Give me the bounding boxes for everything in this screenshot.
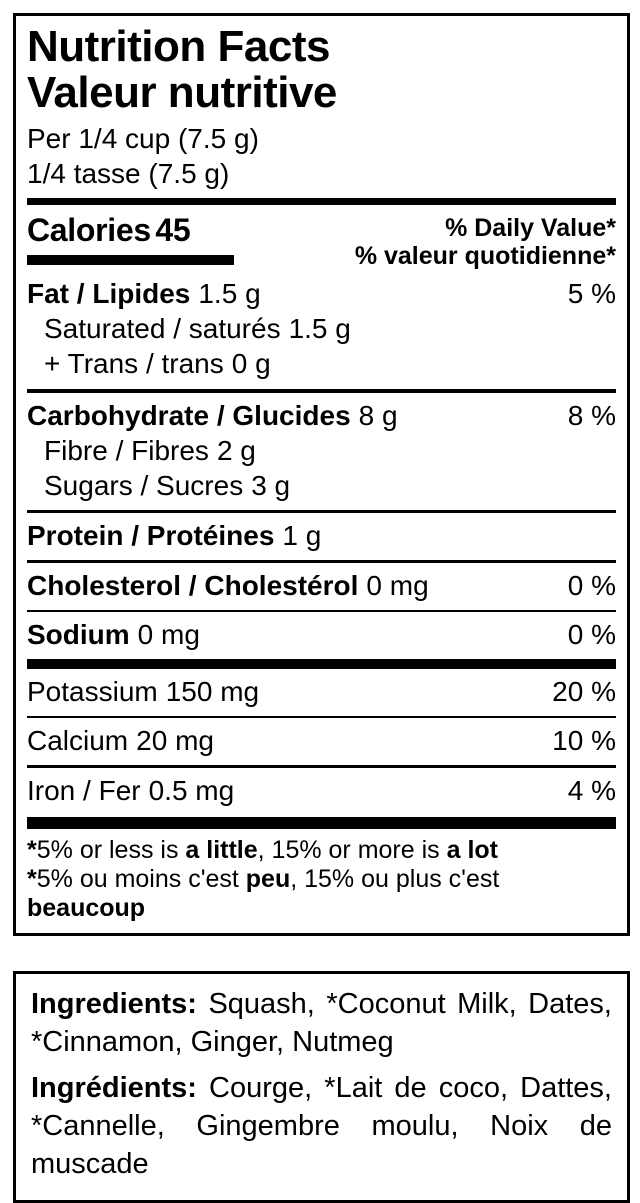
nutrient-amount: 20 mg bbox=[136, 725, 214, 756]
nutrient-name: Fat / Lipides bbox=[27, 278, 191, 309]
calories-value: 45 bbox=[155, 212, 191, 248]
nutrient-amount: 2 g bbox=[216, 435, 256, 466]
row-sugars: Sugars / Sucres 3 g bbox=[27, 468, 616, 503]
nutrient-amount: 150 mg bbox=[165, 676, 260, 707]
panel-title-en: Nutrition Facts bbox=[27, 22, 330, 71]
nutrient-name: Potassium bbox=[27, 676, 158, 707]
row-iron: Iron / Fer 0.5 mg 4 % bbox=[27, 765, 616, 808]
nutrient-amount: 1.5 g bbox=[288, 313, 351, 344]
ingredients-en: Ingredients: Squash, *Coconut Milk, Date… bbox=[31, 985, 612, 1061]
nutrient-name: Sodium bbox=[27, 619, 130, 650]
nutrient-amount: 8 g bbox=[358, 400, 398, 431]
footnote-asterisk: * bbox=[27, 865, 37, 893]
ingredients-fr: Ingrédients: Courge, *Lait de coco, Datt… bbox=[31, 1069, 612, 1183]
footnote-en: *5% or less is a little, 15% or more is … bbox=[27, 836, 499, 864]
nutrient-dv: 4 % bbox=[567, 775, 616, 806]
nutrient-amount: 0 mg bbox=[137, 619, 200, 650]
nutrient-dv: 10 % bbox=[552, 725, 616, 756]
nutrient-amount: 0 g bbox=[231, 348, 271, 379]
panel-title-fr: Valeur nutritive bbox=[27, 68, 337, 117]
nutrient-name: Cholesterol / Cholestérol bbox=[27, 570, 359, 601]
nutrient-amount: 1.5 g bbox=[198, 278, 261, 309]
nutrient-name: Fibre / Fibres bbox=[44, 435, 209, 466]
row-carbohydrate: Carbohydrate / Glucides 8 g 8 % bbox=[27, 389, 616, 433]
row-cholesterol: Cholesterol / Cholestérol 0 mg 0 % bbox=[27, 560, 616, 603]
nutrient-name: Calcium bbox=[27, 725, 129, 756]
nutrient-amount: 3 g bbox=[251, 470, 291, 501]
daily-value-header-fr: % valeur quotidienne* bbox=[354, 242, 616, 270]
row-potassium: Potassium 150 mg 20 % bbox=[27, 659, 616, 709]
footnote-fr: *5% ou moins c'est peu, 15% ou plus c'es… bbox=[27, 865, 500, 922]
nutrient-amount: 0 mg bbox=[366, 570, 429, 601]
nutrition-facts-panel: Nutrition Facts Valeur nutritive Per 1/4… bbox=[13, 13, 630, 936]
nutrient-dv: 8 % bbox=[567, 400, 616, 431]
nutrient-dv: 0 % bbox=[567, 570, 616, 601]
calories-block: Calories 45 bbox=[27, 212, 234, 265]
nutrient-amount: 1 g bbox=[282, 520, 322, 551]
calories-underline-bar bbox=[27, 255, 234, 265]
row-trans: + Trans / trans 0 g bbox=[27, 346, 616, 381]
daily-value-header: % Daily Value* % valeur quotidienne* bbox=[355, 212, 616, 270]
ingredients-label-fr: Ingrédients: bbox=[31, 1072, 197, 1104]
nutrient-name: Iron / Fer bbox=[27, 775, 141, 806]
footnote-asterisk: * bbox=[27, 836, 37, 864]
row-fibre: Fibre / Fibres 2 g bbox=[27, 433, 616, 468]
row-sodium: Sodium 0 mg 0 % bbox=[27, 610, 616, 652]
ingredients-text-en: Squash, *Coconut Milk, Dates, *Cinnamon,… bbox=[31, 988, 612, 1058]
nutrient-dv: 20 % bbox=[552, 676, 616, 707]
row-calcium: Calcium 20 mg 10 % bbox=[27, 716, 616, 758]
nutrient-name: + Trans / trans bbox=[44, 348, 224, 379]
nutrient-dv: 0 % bbox=[567, 619, 616, 650]
header-separator-bar bbox=[27, 198, 616, 205]
ingredients-label-en: Ingredients: bbox=[31, 988, 197, 1020]
footnote-separator-bar bbox=[27, 817, 616, 829]
nutrient-name: Sugars / Sucres bbox=[44, 470, 244, 501]
row-saturated: Saturated / saturés 1.5 g bbox=[27, 311, 616, 346]
row-fat: Fat / Lipides 1.5 g 5 % bbox=[27, 276, 616, 311]
calories-label: Calories bbox=[27, 212, 151, 248]
nutrient-rows: Fat / Lipides 1.5 g 5 % Saturated / satur… bbox=[27, 276, 616, 808]
daily-value-header-en: % Daily Value* bbox=[445, 214, 616, 242]
nutrient-dv: 5 % bbox=[567, 278, 616, 309]
nutrient-name: Carbohydrate / Glucides bbox=[27, 400, 351, 431]
serving-size-en: Per 1/4 cup (7.5 g) bbox=[27, 123, 259, 154]
nutrient-name: Saturated / saturés bbox=[44, 313, 281, 344]
calories-row: Calories 45 % Daily Value* % valeur quot… bbox=[27, 212, 616, 270]
serving-size-fr: 1/4 tasse (7.5 g) bbox=[27, 158, 230, 189]
row-protein: Protein / Protéines 1 g bbox=[27, 510, 616, 553]
nutrient-name: Protein / Protéines bbox=[27, 520, 275, 551]
ingredients-panel: Ingredients: Squash, *Coconut Milk, Date… bbox=[13, 971, 630, 1203]
nutrient-amount: 0.5 mg bbox=[148, 775, 235, 806]
